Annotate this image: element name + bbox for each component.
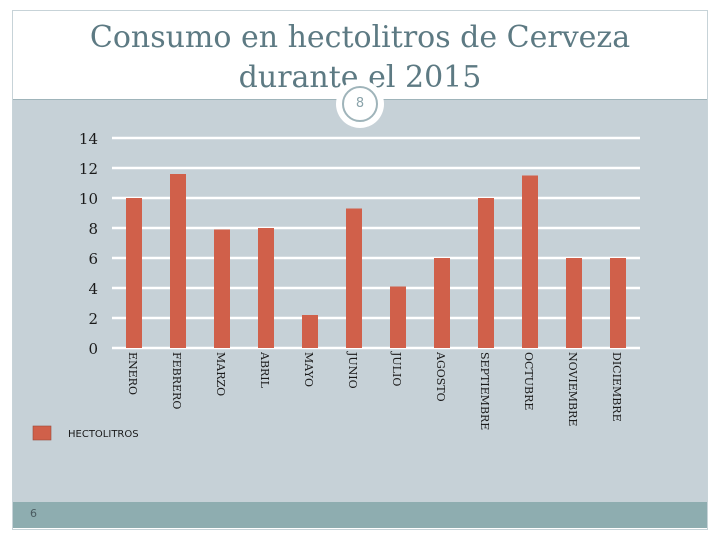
y-tick-label: 4 (88, 280, 98, 298)
gridlines (112, 136, 640, 350)
x-tick-label: MAYO (302, 352, 315, 387)
x-tick-label: ABRIL (258, 351, 271, 389)
y-tick-label: 12 (79, 160, 98, 178)
bar (566, 258, 582, 348)
bar (522, 175, 538, 348)
legend-label: HECTOLITROS (68, 429, 139, 440)
x-tick-label: SEPTIEMBRE (478, 352, 491, 430)
x-tick-label: OCTUBRE (522, 352, 535, 410)
bar (214, 229, 230, 348)
legend-swatch (32, 425, 52, 441)
slide-badge-number: 8 (342, 86, 378, 122)
legend: HECTOLITROS (32, 425, 139, 441)
y-tick-label: 0 (88, 340, 98, 358)
x-tick-label: JUNIO (346, 351, 359, 389)
bar (610, 258, 626, 348)
x-tick-label: ENERO (126, 352, 139, 395)
slide-frame (12, 10, 708, 530)
y-axis-ticks: 0 2 4 6 8 10 12 14 (79, 130, 98, 358)
x-tick-label: NOVIEMBRE (566, 352, 579, 426)
x-tick-label: AGOSTO (434, 351, 447, 402)
y-tick-label: 10 (79, 190, 98, 208)
y-tick-label: 2 (88, 310, 98, 328)
y-tick-label: 6 (88, 250, 98, 268)
bar (478, 198, 494, 348)
bar (126, 198, 142, 348)
bar (170, 174, 186, 348)
bar (258, 228, 274, 348)
bar (302, 315, 318, 348)
chart-title-line-1: Consumo en hectolitros de Cerveza (89, 20, 631, 55)
y-tick-label: 8 (88, 220, 98, 238)
x-tick-label: MARZO (214, 352, 227, 396)
footer-bar (13, 502, 707, 528)
bars (126, 174, 626, 348)
bar (390, 286, 406, 348)
x-tick-label: FEBRERO (170, 352, 183, 409)
chart-title: Consumo en hectolitros de Cerveza durant… (0, 18, 720, 98)
bar (434, 258, 450, 348)
page-number: 6 (30, 507, 37, 520)
bar (346, 208, 362, 348)
x-tick-label: JULIO (390, 351, 403, 386)
x-axis-labels: ENERO FEBRERO MARZO ABRIL MAYO JUNIO JULIO AGOS… (126, 351, 623, 430)
y-tick-label: 14 (79, 130, 98, 148)
x-tick-label: DICIEMBRE (610, 352, 623, 422)
